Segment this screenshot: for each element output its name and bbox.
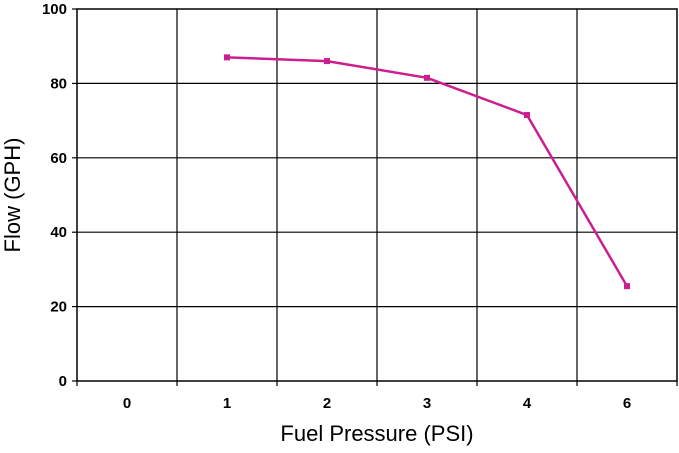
x-tick-label: 0 — [123, 395, 131, 412]
y-axis-title: Flow (GPH) — [0, 138, 25, 253]
y-tick-labels: 0 20 40 60 80 100 — [42, 1, 67, 390]
data-point-marker — [424, 74, 430, 81]
x-tick-labels: 0 1 2 3 4 6 — [123, 395, 631, 412]
grid — [72, 8, 678, 386]
y-tick-label: 40 — [50, 224, 67, 241]
y-tick-label: 100 — [42, 1, 67, 18]
data-point-marker — [524, 112, 530, 119]
data-point-marker — [624, 283, 630, 290]
x-tick-label: 4 — [523, 395, 532, 412]
x-axis-title: Fuel Pressure (PSI) — [280, 421, 473, 446]
data-point-marker — [324, 58, 330, 65]
x-tick-label: 6 — [623, 395, 631, 412]
y-tick-label: 60 — [50, 150, 67, 167]
y-tick-label: 0 — [59, 373, 67, 390]
x-tick-label: 2 — [323, 395, 331, 412]
x-tick-label: 1 — [223, 395, 231, 412]
y-tick-label: 80 — [50, 75, 67, 92]
series-layer — [224, 54, 630, 290]
x-tick-label: 3 — [423, 395, 431, 412]
y-tick-label: 20 — [50, 299, 67, 316]
data-point-marker — [224, 54, 230, 61]
